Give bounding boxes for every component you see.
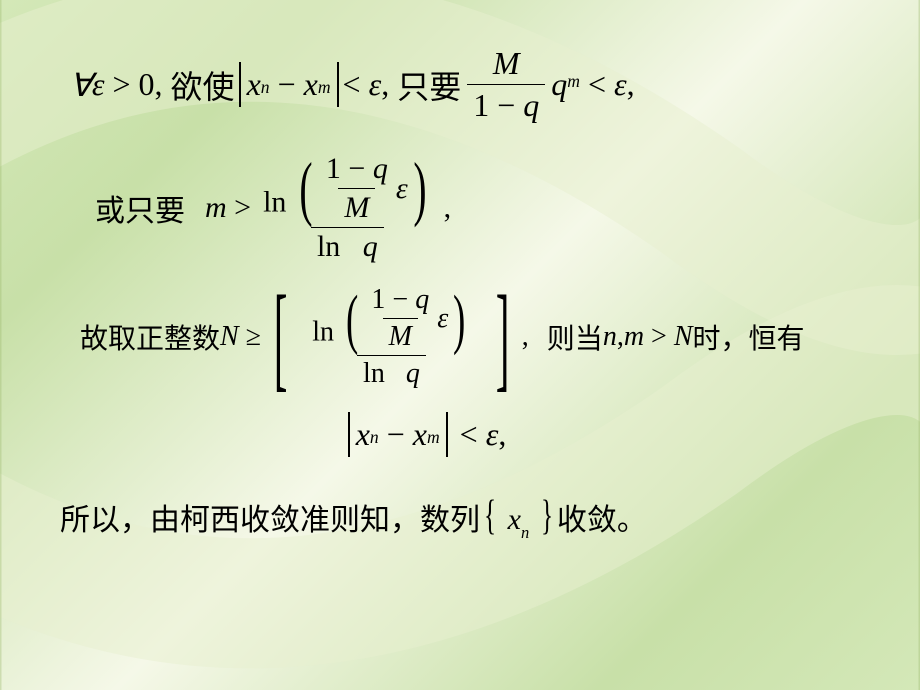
q-1: q xyxy=(523,87,539,123)
comma-3: , xyxy=(627,66,635,103)
epsilon-4: ε xyxy=(396,172,408,206)
one-3: 1 xyxy=(371,284,385,315)
epsilon-5: ε xyxy=(437,303,448,335)
q-5: q xyxy=(415,284,429,315)
brace-xn: { xn } xyxy=(480,492,557,541)
cn-zhiyao: 只要 xyxy=(397,62,461,108)
comma-1: , xyxy=(155,66,163,103)
comma-6: , xyxy=(617,321,624,353)
gt-2: > xyxy=(234,191,251,225)
line-4: xn − xm < ε , xyxy=(0,412,870,457)
lt-2: < xyxy=(588,66,606,103)
ln-4: ln xyxy=(363,358,385,389)
abs-xn-xm-1: xn − xm xyxy=(239,62,339,107)
sub-m-1: m xyxy=(318,77,331,98)
line-1: ∀ ε > 0 , 欲使 xn − xm < ε , 只要 M 1 − q qm… xyxy=(70,45,870,124)
rbrace: } xyxy=(541,492,553,540)
sup-m-1: m xyxy=(567,71,580,92)
ceil-bracket: [ ln ( 1 − q M ε xyxy=(261,284,522,390)
lbrace: { xyxy=(484,492,496,540)
epsilon-2: ε xyxy=(369,66,382,103)
q-4: q xyxy=(363,230,378,263)
x-m-1: x xyxy=(304,66,318,103)
epsilon-6: ε xyxy=(486,416,499,453)
n-var: n xyxy=(603,321,617,353)
abs-xn-xm-2: xn − xm xyxy=(348,412,448,457)
gt-3: > xyxy=(651,321,667,353)
paren-1: ( 1 − q M ε ) xyxy=(294,152,432,225)
one-2: 1 xyxy=(326,152,341,185)
sub-n-2: n xyxy=(370,427,379,448)
sub-n-1: n xyxy=(261,77,270,98)
ln-2: ln xyxy=(317,230,340,263)
M-1: M xyxy=(493,45,520,81)
cn-yushi: 欲使 xyxy=(171,62,235,108)
comma-2: , xyxy=(381,66,389,103)
N-1: N xyxy=(220,321,239,353)
epsilon-1: ε xyxy=(92,66,105,103)
cn-guqu: 故取正整数 xyxy=(80,317,220,357)
minus-3: − xyxy=(348,152,365,185)
line-3: 故取正整数 N ≥ [ ln ( 1 − q xyxy=(80,284,870,390)
minus-2: − xyxy=(497,87,515,123)
M-2: M xyxy=(344,191,369,224)
minus-5: − xyxy=(387,416,405,453)
cn-suoyi: 所以，由柯西收敛准则知，数列 xyxy=(60,495,480,539)
cn-shihengyou: 时，恒有 xyxy=(693,317,805,357)
frac-ln-over-lnq: ln ( 1 − q M ε ) ln xyxy=(257,152,438,264)
slide-content: ∀ ε > 0 , 欲使 xn − xm < ε , 只要 M 1 − q qm… xyxy=(0,0,920,690)
q-2: q xyxy=(551,66,567,103)
comma-5: , xyxy=(522,321,529,353)
x-m-2: x xyxy=(413,416,427,453)
lt-1: < xyxy=(343,66,361,103)
comma-4: , xyxy=(444,191,452,225)
ln-1: ln xyxy=(263,186,286,219)
paren-2: ( 1 − q M ε ) xyxy=(341,284,471,353)
q-3: q xyxy=(373,152,388,185)
line-2: 或只要 m > ln ( 1 − q M ε xyxy=(95,152,870,264)
gt-1: > xyxy=(113,66,131,103)
sub-n-3: n xyxy=(521,523,529,542)
x-n-2: x xyxy=(356,416,370,453)
forall-symbol: ∀ xyxy=(70,66,92,104)
frac-ln-over-lnq-2: ln ( 1 − q M ε ) xyxy=(306,284,476,390)
cn-zedang: 则当 xyxy=(547,317,603,357)
M-3: M xyxy=(389,321,412,352)
cn-huozhiyao: 或只要 xyxy=(95,186,185,230)
sub-m-2: m xyxy=(427,427,440,448)
lt-3: < xyxy=(460,416,478,453)
line-5: 所以，由柯西收敛准则知，数列 { xn } 收敛。 xyxy=(60,492,870,541)
m-var: m xyxy=(205,191,227,225)
ln-3: ln xyxy=(312,317,334,348)
minus-4: − xyxy=(392,284,408,315)
comma-7: , xyxy=(498,416,506,453)
minus-1: − xyxy=(278,66,296,103)
frac-M-over-1mq: M 1 − q xyxy=(467,45,545,124)
cn-shoulian: 收敛。 xyxy=(557,495,647,539)
one-1: 1 xyxy=(473,87,489,123)
zero-1: 0 xyxy=(139,66,155,103)
x-n-1: x xyxy=(247,66,261,103)
x-n-3: x xyxy=(508,503,521,536)
q-6: q xyxy=(406,358,420,389)
ge-1: ≥ xyxy=(246,321,261,353)
epsilon-3: ε xyxy=(614,66,627,103)
N-2: N xyxy=(674,321,693,353)
m-var-2: m xyxy=(624,321,644,353)
